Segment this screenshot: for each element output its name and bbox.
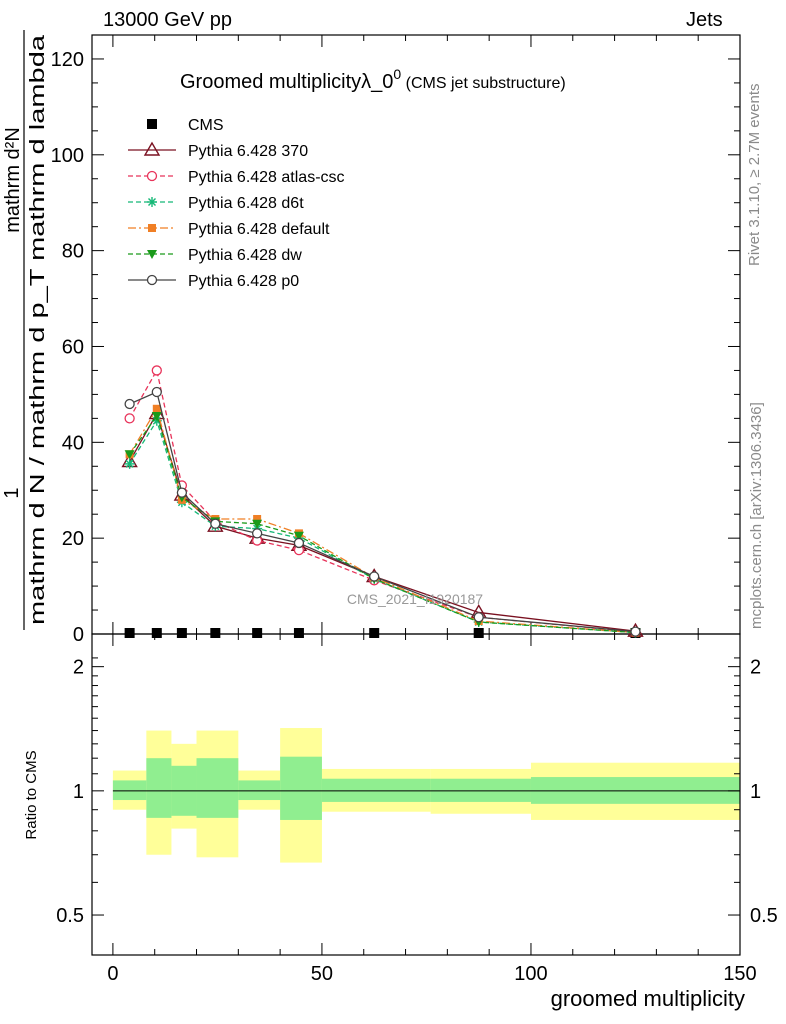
y-axis-label-denominator: mathrm d N / mathrm d p_T mathrm d lambd… bbox=[27, 34, 49, 625]
legend-label-6: Pythia 6.428 p0 bbox=[188, 273, 299, 290]
data-point-0-3 bbox=[210, 628, 221, 638]
legend-label-5: Pythia 6.428 dw bbox=[188, 247, 302, 264]
y-tick-label: 40 bbox=[62, 432, 84, 454]
legend-label-4: Pythia 6.428 default bbox=[188, 221, 330, 238]
data-point-0-5 bbox=[293, 628, 304, 638]
data-point-0-7 bbox=[473, 628, 484, 638]
legend-label-1: Pythia 6.428 370 bbox=[188, 143, 308, 160]
x-tick-label: 0 bbox=[107, 963, 118, 985]
data-point-6-3 bbox=[210, 518, 221, 529]
ratio-panel-border bbox=[91, 633, 741, 956]
series-line-5 bbox=[129, 414, 636, 634]
energy-label: 13000 GeV pp bbox=[103, 9, 232, 31]
legend-marker-6 bbox=[146, 274, 158, 286]
legend-label-0: CMS bbox=[188, 117, 224, 134]
series-layer bbox=[121, 365, 644, 638]
ratio-y-tick-label: 0.5 bbox=[56, 905, 84, 927]
data-point-3-0-stroke bbox=[125, 459, 134, 468]
mcplots-label: mcplots.cern.ch [arXiv:1306.3436] bbox=[748, 402, 765, 629]
ratio-y-axis-label: Ratio to CMS bbox=[23, 750, 40, 839]
data-point-3-0 bbox=[124, 458, 135, 469]
ratio-uncertainty-bands bbox=[112, 728, 740, 863]
data-point-6-0 bbox=[124, 398, 135, 410]
x-axis-label: groomed multiplicity bbox=[551, 986, 745, 1011]
legend-label-2: Pythia 6.428 atlas-csc bbox=[188, 169, 345, 186]
ratio-panel-frame bbox=[91, 633, 741, 956]
legend-label-3: Pythia 6.428 d6t bbox=[188, 195, 304, 212]
ratio-inner-band-0 bbox=[112, 780, 147, 801]
y-tick-label: 0 bbox=[73, 624, 84, 646]
y-tick-label: 80 bbox=[62, 241, 84, 263]
watermark: CMS_2021_I1920187 bbox=[347, 591, 483, 607]
data-point-6-6 bbox=[369, 571, 380, 582]
ratio-inner-band-4 bbox=[238, 780, 281, 801]
ratio-y-tick-label-right: 2 bbox=[750, 657, 761, 679]
data-point-5-5 bbox=[293, 531, 304, 541]
rivet-version-label: Rivet 3.1.10, ≥ 2.7M events bbox=[746, 83, 763, 267]
data-point-2-0 bbox=[124, 413, 135, 424]
data-point-5-4 bbox=[252, 519, 263, 529]
legend: CMS Pythia 6.428 370 Pythia 6.428 atlas-cs… bbox=[128, 117, 345, 290]
y-tick-label: 120 bbox=[51, 49, 84, 71]
x-tick-label: 50 bbox=[311, 963, 333, 985]
data-point-0-4 bbox=[252, 628, 263, 638]
data-point-6-7 bbox=[473, 612, 484, 623]
data-point-0-1 bbox=[151, 628, 162, 638]
data-point-5-1 bbox=[151, 411, 162, 421]
legend-marker-2 bbox=[146, 170, 158, 182]
ratio-inner-band-1 bbox=[146, 758, 172, 818]
legend-marker-4 bbox=[148, 224, 156, 232]
y-tick-label: 60 bbox=[62, 336, 84, 358]
ratio-inner-band-6 bbox=[321, 778, 431, 802]
data-point-6-5 bbox=[293, 537, 305, 549]
y-axis-label-numerator: 1 bbox=[1, 487, 23, 498]
data-point-2-1 bbox=[151, 365, 162, 376]
legend-marker-5 bbox=[147, 250, 157, 259]
ratio-y-tick-label-right: 0.5 bbox=[750, 905, 778, 927]
ratio-inner-band-7 bbox=[430, 778, 531, 802]
process-label: Jets bbox=[686, 9, 723, 31]
data-point-6-4 bbox=[251, 528, 263, 539]
data-point-4-4 bbox=[253, 514, 262, 523]
y-tick-label: 20 bbox=[62, 528, 84, 550]
ratio-y-tick-label-right: 1 bbox=[750, 781, 761, 803]
ratio-y-tick-label: 2 bbox=[73, 657, 84, 679]
y-axis-label-top: mathrm d²N bbox=[2, 127, 24, 233]
data-point-0-6 bbox=[369, 628, 380, 638]
data-point-6-1 bbox=[151, 386, 162, 398]
data-point-6-2 bbox=[176, 487, 188, 498]
legend-marker-3 bbox=[147, 197, 157, 207]
legend-marker-1 bbox=[143, 141, 161, 156]
chart-text: 0 50 100 150 0 20 40 60 80 100 120 0.5 0.5 1 1 2 2 Groome… bbox=[1, 30, 778, 1011]
ratio-y-tick-label: 1 bbox=[73, 781, 84, 803]
data-point-0-2 bbox=[176, 628, 187, 638]
ratio-inner-band-3 bbox=[196, 758, 239, 818]
data-point-6-8 bbox=[630, 626, 641, 637]
legend-marker-0 bbox=[147, 119, 157, 129]
chart-title: Groomed multiplicityλ_00 (CMS jet substr… bbox=[180, 66, 566, 93]
legend-marker-3-stroke bbox=[148, 198, 156, 206]
data-point-4-1 bbox=[152, 404, 161, 413]
data-point-0-0 bbox=[124, 628, 135, 638]
y-tick-label: 100 bbox=[51, 145, 84, 167]
x-tick-label: 100 bbox=[514, 963, 547, 985]
ratio-inner-band-5 bbox=[280, 756, 322, 820]
x-tick-label: 150 bbox=[723, 963, 756, 985]
data-point-5-0 bbox=[124, 450, 135, 460]
